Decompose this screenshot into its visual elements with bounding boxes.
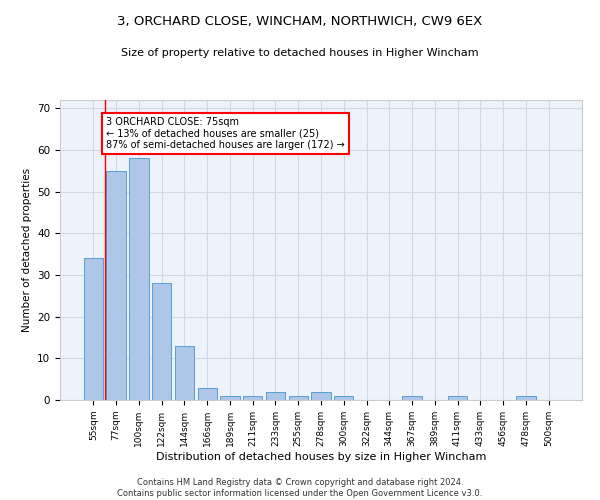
Bar	[197, 388, 217, 400]
Bar	[311, 392, 331, 400]
Bar	[175, 346, 194, 400]
Bar	[152, 284, 172, 400]
Bar	[448, 396, 467, 400]
Bar	[220, 396, 239, 400]
Bar	[84, 258, 103, 400]
Text: 3, ORCHARD CLOSE, WINCHAM, NORTHWICH, CW9 6EX: 3, ORCHARD CLOSE, WINCHAM, NORTHWICH, CW…	[118, 15, 482, 28]
Bar	[334, 396, 353, 400]
X-axis label: Distribution of detached houses by size in Higher Wincham: Distribution of detached houses by size …	[156, 452, 486, 462]
Bar	[289, 396, 308, 400]
Text: Size of property relative to detached houses in Higher Wincham: Size of property relative to detached ho…	[121, 48, 479, 58]
Y-axis label: Number of detached properties: Number of detached properties	[22, 168, 32, 332]
Text: Contains HM Land Registry data © Crown copyright and database right 2024.
Contai: Contains HM Land Registry data © Crown c…	[118, 478, 482, 498]
Bar	[129, 158, 149, 400]
Bar	[243, 396, 262, 400]
Bar	[106, 171, 126, 400]
Text: 3 ORCHARD CLOSE: 75sqm
← 13% of detached houses are smaller (25)
87% of semi-det: 3 ORCHARD CLOSE: 75sqm ← 13% of detached…	[106, 116, 344, 150]
Bar	[516, 396, 536, 400]
Bar	[403, 396, 422, 400]
Bar	[266, 392, 285, 400]
